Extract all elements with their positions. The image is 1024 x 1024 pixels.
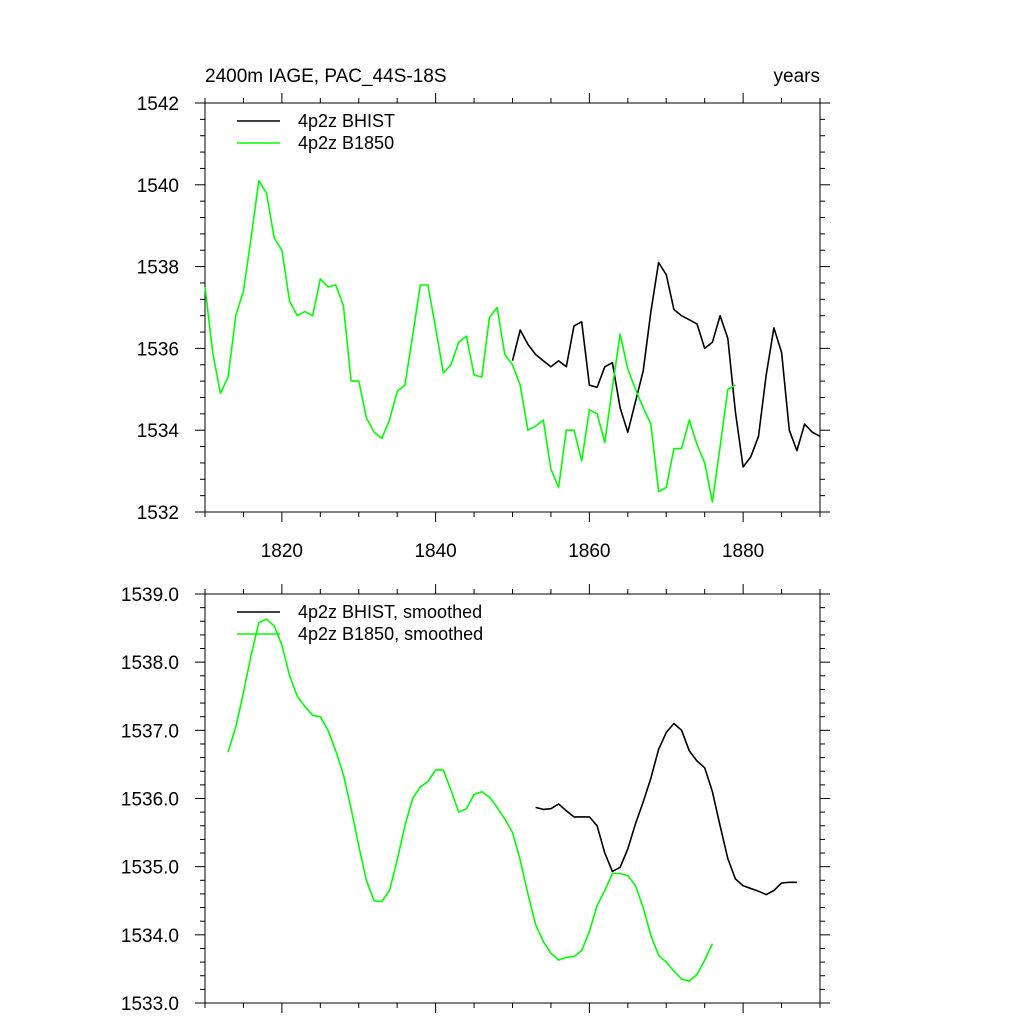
- y-tick-label: 1536.0: [121, 790, 179, 811]
- plot-frame: [204, 102, 821, 513]
- legend-label: 4p2z B1850: [298, 133, 394, 153]
- y-tick-label: 1540: [137, 176, 179, 197]
- y-tick-label: 1538: [137, 258, 179, 279]
- y-tick-label: 1536: [137, 339, 179, 360]
- x-tick-label: 1880: [722, 541, 764, 562]
- y-tick-label: 1538.0: [121, 653, 179, 674]
- x-tick-label: 1860: [568, 541, 610, 562]
- series-line-0: [535, 722, 797, 896]
- top-panel: 1820 1840 1860 1880 1532 1534 1536 1538 1540 1542…: [137, 93, 830, 562]
- y-tick-label: 1534: [137, 421, 180, 442]
- chart-title-right: years: [774, 66, 820, 87]
- series-line-1: [204, 179, 736, 503]
- chart-title: 2400m IAGE, PAC_44S-18S: [205, 66, 447, 87]
- series-line-0: [511, 261, 821, 468]
- y-tick-label: 1539.0: [121, 585, 179, 606]
- legend-label: 4p2z BHIST: [298, 111, 395, 131]
- y-tick-label: 1537.0: [121, 721, 179, 742]
- y-tick-label: 1535.0: [121, 858, 179, 879]
- y-tick-label: 1542: [137, 94, 179, 115]
- plot-frame: [204, 593, 821, 1004]
- y-tick-label: 1533.0: [121, 994, 179, 1015]
- bottom-panel: 1533.0 1534.0 1535.0 1536.0 1537.0 1538.0 1539…: [121, 584, 830, 1015]
- series-line-1: [227, 618, 714, 983]
- legend-label: 4p2z B1850, smoothed: [298, 624, 483, 644]
- y-tick-label: 1534.0: [121, 926, 179, 947]
- legend-label: 4p2z BHIST, smoothed: [298, 602, 482, 622]
- x-tick-label: 1820: [261, 541, 303, 562]
- y-tick-label: 1532: [137, 503, 179, 524]
- x-tick-label: 1840: [414, 541, 456, 562]
